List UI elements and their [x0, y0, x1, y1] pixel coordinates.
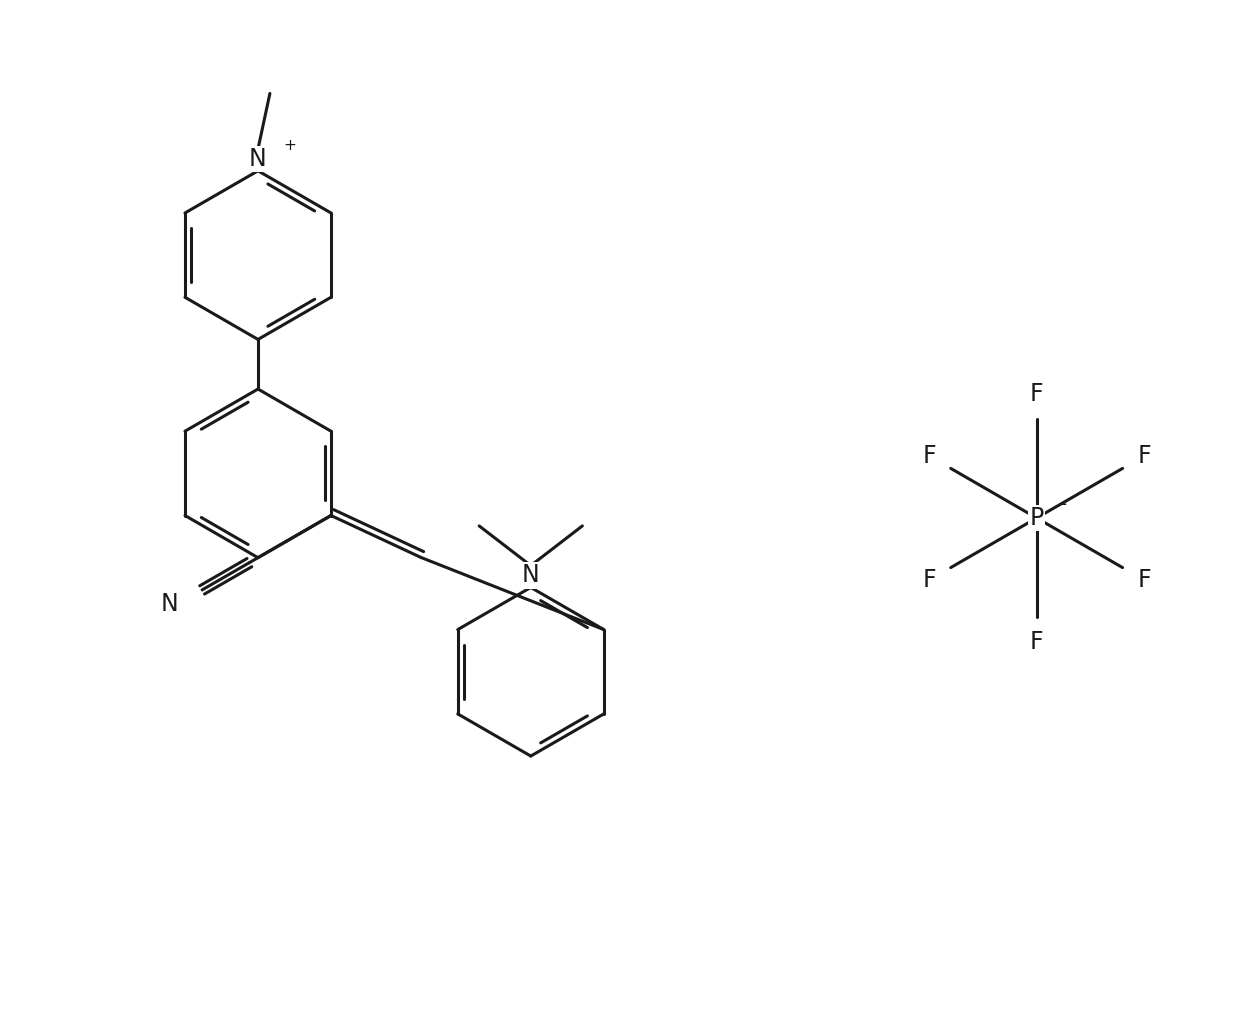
Text: P: P: [1029, 506, 1044, 530]
Text: N: N: [249, 147, 267, 170]
Text: N: N: [522, 563, 540, 588]
Text: F: F: [1030, 630, 1043, 654]
Text: N: N: [160, 592, 178, 616]
Text: F: F: [923, 568, 936, 592]
Text: F: F: [923, 444, 936, 468]
Text: F: F: [1137, 568, 1151, 592]
Text: -: -: [1060, 495, 1068, 513]
Text: +: +: [284, 138, 297, 153]
Text: F: F: [1030, 382, 1043, 406]
Text: F: F: [1137, 444, 1151, 468]
